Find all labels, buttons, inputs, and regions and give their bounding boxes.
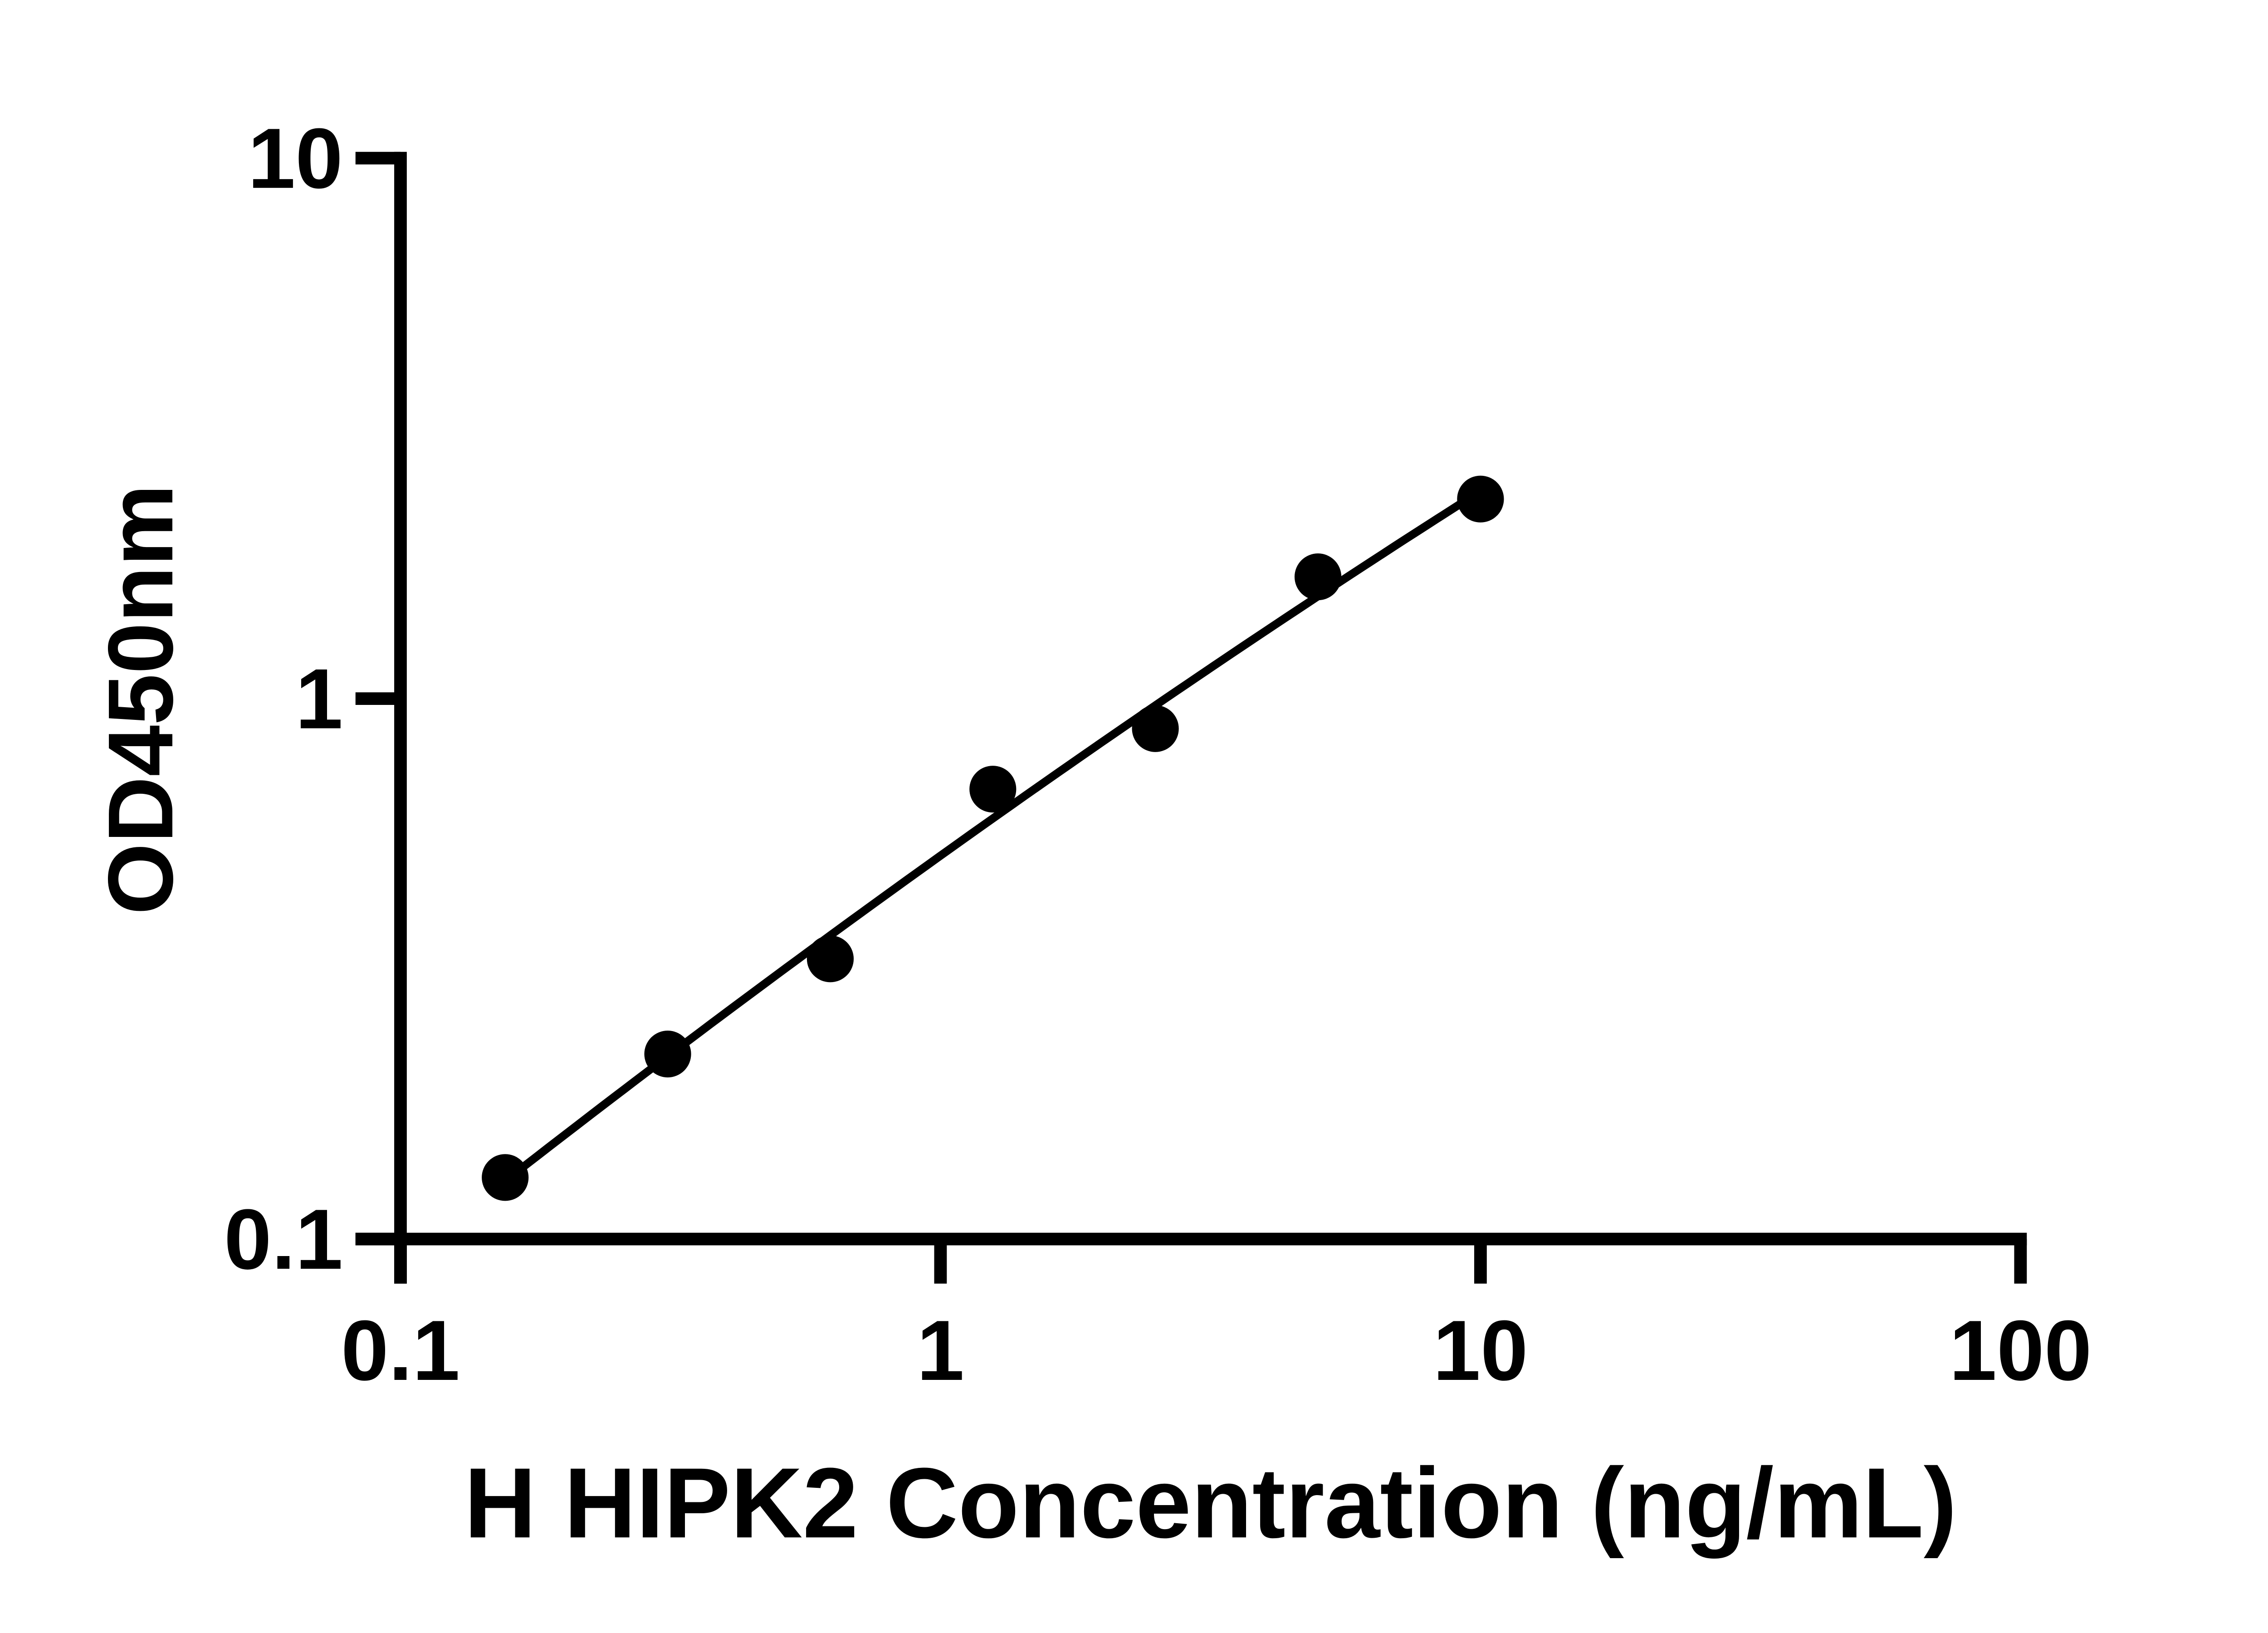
y-tick-label: 1 bbox=[295, 651, 343, 747]
data-points-group bbox=[482, 475, 1504, 1201]
data-point bbox=[969, 766, 1017, 813]
data-point bbox=[1457, 475, 1504, 523]
standard-curve-line bbox=[501, 487, 1485, 1185]
data-point bbox=[1132, 705, 1179, 752]
x-tick-label: 100 bbox=[1949, 1302, 2092, 1398]
data-point bbox=[1294, 553, 1342, 601]
x-axis-title: H HIPK2 Concentration (ng/mL) bbox=[464, 1447, 1957, 1559]
fit-curve-group bbox=[501, 487, 1485, 1185]
y-tick-label: 10 bbox=[248, 110, 343, 206]
data-point bbox=[482, 1154, 529, 1201]
x-tick-label: 0.1 bbox=[341, 1302, 460, 1398]
data-point bbox=[644, 1031, 691, 1078]
data-point bbox=[807, 935, 854, 983]
x-tick-label: 10 bbox=[1433, 1302, 1528, 1398]
tick-labels: 0.1 1 10 100 0.1 1 10 bbox=[224, 110, 2092, 1398]
y-axis-title: OD450nm bbox=[89, 484, 192, 914]
axes bbox=[355, 152, 2027, 1284]
y-tick-label: 0.1 bbox=[224, 1191, 343, 1287]
x-tick-label: 1 bbox=[917, 1302, 964, 1398]
